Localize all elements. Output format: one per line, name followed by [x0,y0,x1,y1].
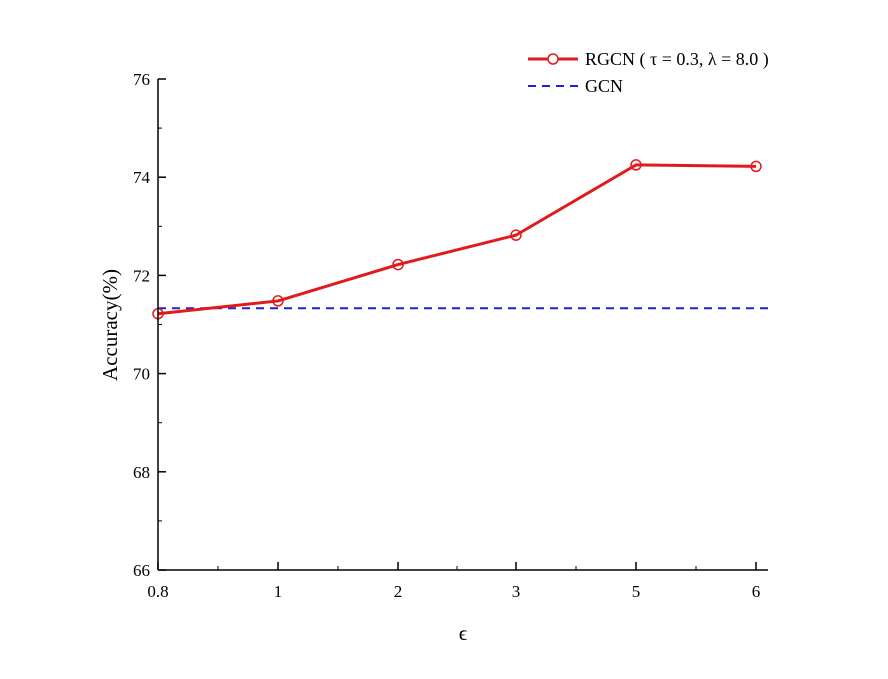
rgcn-data-point [392,258,404,271]
y-tick-label: 68 [133,463,150,482]
x-tick-label: 0.8 [147,582,168,601]
tick-labels: 66 68 70 72 74 76 0.8 1 2 3 5 6 [133,70,760,601]
rgcn-data-point [510,229,522,241]
legend-swatch-rgcn-marker [547,53,559,65]
rgcn-series-line [157,163,757,316]
x-axis-title: ϵ [459,621,468,645]
y-axis-title: Accuracy(%) [98,269,122,381]
y-tick-label: 74 [133,168,151,187]
y-tick-label: 66 [133,561,150,580]
legend-label-gcn: GCN [585,76,623,96]
y-tick-label: 76 [133,70,150,89]
rgcn-data-point [630,159,642,171]
y-tick-label: 70 [133,365,150,384]
rgcn-data-point [750,160,762,173]
axes [157,78,768,571]
plot-area [152,159,768,320]
x-tick-label: 1 [274,582,283,601]
x-tick-label: 2 [394,582,403,601]
x-tick-label: 3 [512,582,521,601]
legend-label-rgcn: RGCN ( τ = 0.3, λ = 8.0 ) [585,49,769,70]
rgcn-data-point [272,295,284,307]
x-tick-label: 5 [632,582,641,601]
legend: RGCN ( τ = 0.3, λ = 8.0 ) GCN [528,49,769,96]
x-tick-label: 6 [752,582,761,601]
y-tick-label: 72 [133,266,150,285]
